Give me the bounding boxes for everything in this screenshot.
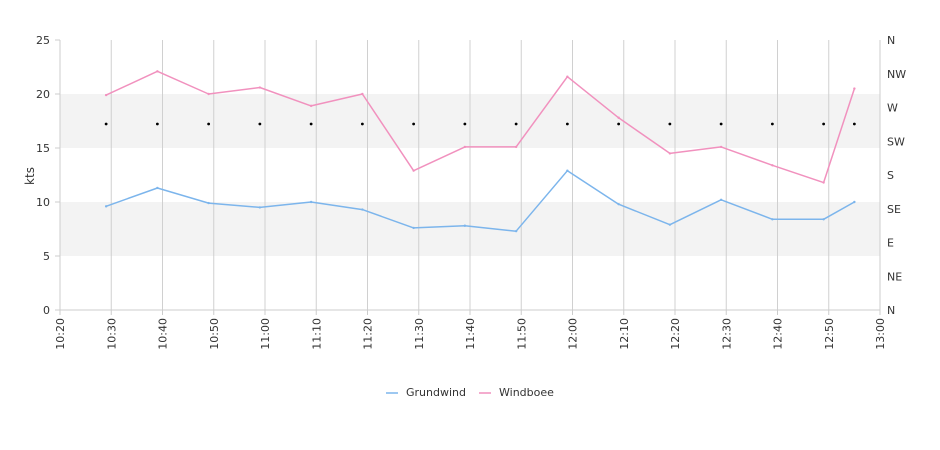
data-point-windboee: [412, 169, 415, 172]
data-point-windboee: [719, 145, 723, 149]
direction-point: [155, 122, 159, 126]
x-tick-label: 12:10: [618, 318, 631, 350]
data-point-grundwind: [822, 218, 825, 221]
x-tick-label: 10:30: [105, 318, 118, 350]
direction-tick-label: NW: [887, 68, 906, 81]
direction-point: [207, 122, 211, 126]
data-point-grundwind: [566, 169, 569, 172]
direction-tick-label: N: [887, 304, 895, 317]
direction-tick-label: SW: [887, 135, 905, 148]
x-tick-label: 11:40: [464, 318, 477, 350]
x-tick-label: 11:50: [515, 318, 528, 350]
data-point-windboee: [617, 116, 620, 119]
y-tick-label: 0: [43, 304, 50, 317]
data-point-grundwind: [771, 218, 774, 221]
series-line-grundwind: [105, 169, 855, 232]
data-point-windboee: [668, 152, 672, 155]
data-point-grundwind: [258, 206, 262, 209]
direction-tick-label: NE: [887, 270, 902, 283]
y-axis-title: kts: [23, 167, 37, 185]
y-tick-label: 20: [36, 88, 50, 101]
data-point-windboee: [361, 92, 364, 96]
direction-point: [360, 122, 364, 126]
legend-item-windboee[interactable]: Windboee: [479, 386, 554, 399]
data-point-windboee: [566, 75, 569, 78]
data-point-windboee: [104, 93, 108, 97]
x-axis-ticks: 10:20 10:30 10:40 10:50 11:00 11:10 11:20 11:30…: [54, 310, 887, 350]
data-point-grundwind: [617, 202, 620, 206]
direction-tick-label: N: [887, 34, 895, 47]
data-point-windboee: [771, 164, 774, 167]
vertical-gridlines: [59, 40, 881, 310]
direction-point: [565, 122, 569, 126]
direction-axis-ticks: N NE E SE S SW W NW N: [887, 34, 906, 317]
data-point-grundwind: [412, 226, 415, 230]
direction-point: [617, 122, 621, 126]
x-tick-label: 11:20: [362, 318, 375, 350]
x-tick-label: 11:30: [413, 318, 426, 350]
direction-point: [719, 122, 723, 126]
data-point-windboee: [822, 181, 825, 184]
y-tick-label: 15: [36, 142, 50, 155]
direction-tick-label: S: [887, 169, 894, 182]
direction-point: [412, 122, 416, 126]
y-tick-label: 10: [36, 196, 50, 209]
x-tick-label: 13:00: [874, 318, 887, 350]
y-tick-label: 5: [43, 250, 50, 263]
series-lines: [104, 70, 856, 233]
legend[interactable]: Grundwind Windboee: [386, 386, 554, 399]
data-point-grundwind: [104, 205, 108, 208]
x-tick-label: 10:50: [208, 318, 221, 350]
data-point-grundwind: [853, 200, 856, 204]
y-tick-label: 25: [36, 34, 50, 47]
legend-item-grundwind[interactable]: Grundwind: [386, 386, 466, 399]
direction-tick-label: E: [887, 237, 894, 250]
x-tick-label: 12:20: [669, 318, 682, 350]
direction-point: [514, 122, 518, 126]
x-tick-label: 12:50: [823, 318, 836, 350]
data-point-windboee: [853, 87, 856, 90]
data-point-windboee: [514, 145, 518, 149]
x-tick-label: 12:00: [567, 318, 580, 350]
data-point-grundwind: [156, 186, 159, 190]
x-tick-label: 10:20: [54, 318, 67, 350]
legend-label: Grundwind: [406, 386, 466, 399]
direction-markers: [104, 122, 856, 126]
data-point-windboee: [207, 92, 210, 96]
direction-tick-label: W: [887, 102, 898, 115]
direction-point: [852, 122, 856, 126]
series-line-windboee: [105, 70, 856, 184]
data-point-grundwind: [514, 229, 518, 233]
data-point-windboee: [258, 86, 262, 89]
direction-point: [463, 122, 467, 126]
legend-label: Windboee: [499, 386, 554, 399]
direction-point: [258, 122, 262, 126]
direction-point: [822, 122, 826, 126]
x-tick-label: 12:40: [772, 318, 785, 350]
direction-point: [104, 122, 108, 126]
data-point-grundwind: [207, 201, 210, 205]
data-point-grundwind: [668, 223, 672, 226]
y-axis-ticks: 0 5 10 15 20 25: [36, 34, 60, 317]
data-point-grundwind: [309, 200, 313, 204]
data-point-windboee: [156, 70, 159, 73]
direction-tick-label: SE: [887, 203, 901, 216]
x-tick-label: 10:40: [157, 318, 170, 350]
data-point-grundwind: [719, 198, 723, 202]
direction-point: [309, 122, 313, 126]
data-point-windboee: [309, 104, 313, 108]
direction-point: [770, 122, 774, 126]
data-point-windboee: [463, 145, 467, 149]
x-tick-label: 11:00: [259, 318, 272, 350]
data-point-grundwind: [463, 224, 467, 227]
x-tick-label: 11:10: [310, 318, 323, 350]
data-point-grundwind: [361, 208, 364, 211]
x-tick-label: 12:30: [720, 318, 733, 350]
direction-point: [668, 122, 672, 126]
